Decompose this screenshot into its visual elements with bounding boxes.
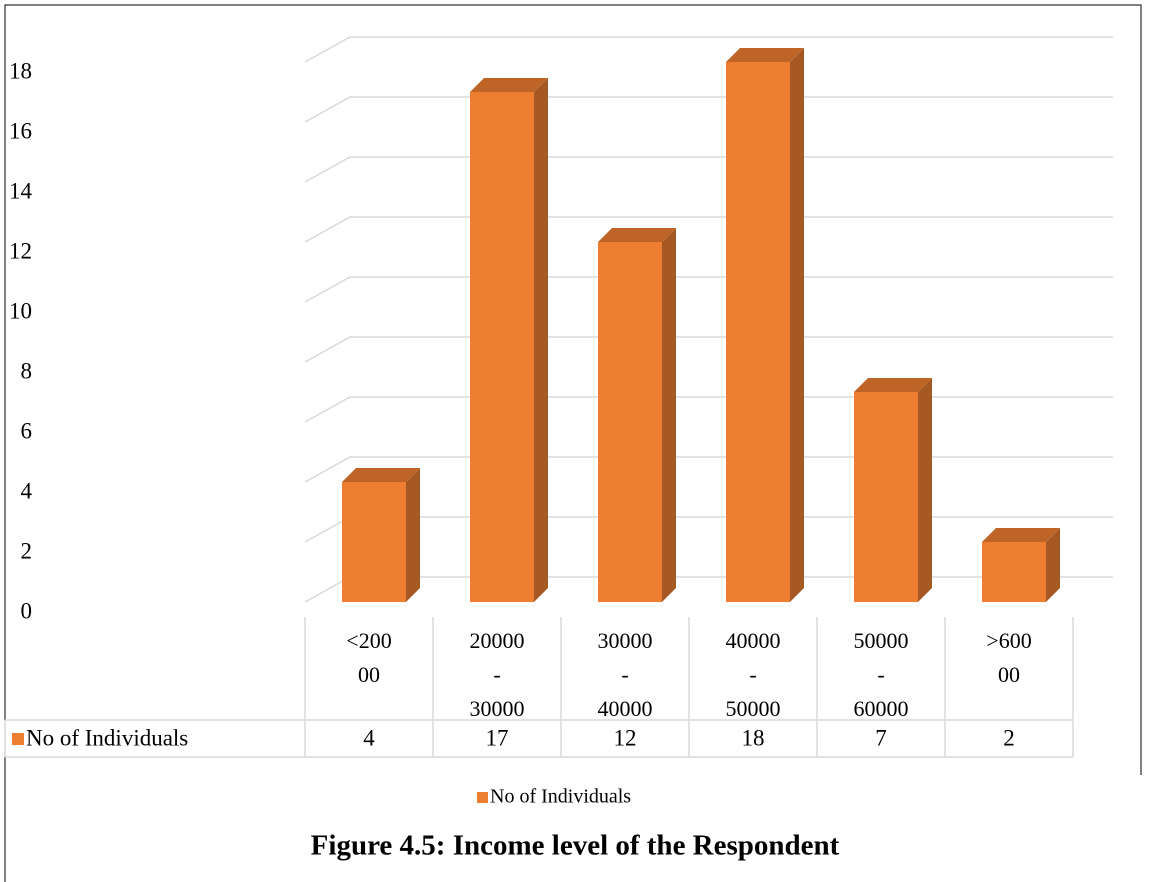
table-value: 7 [875,725,887,750]
y-tick-label: 10 [9,298,32,323]
bar-front [982,542,1046,602]
table-value: 2 [1003,725,1015,750]
y-tick-label: 6 [21,418,33,443]
x-tick-label: 20000 - 30000 [469,628,525,720]
bar-top [982,528,1060,542]
category-cell: 50000 - 60000 [853,628,909,720]
bar-front [342,482,406,602]
bar-front [726,62,790,602]
x-tick-label: <20000 [346,628,392,687]
bar-side [918,378,932,602]
y-tick-label: 8 [21,358,33,383]
bar-top [598,228,676,242]
bar-front [470,92,534,602]
y-tick-label: 4 [21,478,33,503]
frame [4,4,1142,882]
legend-swatch [12,733,24,745]
y-tick-label: 16 [9,118,32,143]
bar [342,468,420,602]
bar [726,48,804,602]
table-value: 4 [363,725,375,750]
bar [854,378,932,602]
category-cell: 30000 - 40000 [597,628,653,720]
bar-side [1046,528,1060,602]
bar-side [662,228,676,602]
grid-line [304,156,1113,183]
legend-label: No of Individuals [490,786,631,808]
bar [598,228,676,602]
table-row-label: No of Individuals [26,725,188,750]
grid-line [304,396,1113,423]
bar-top [726,48,804,62]
x-tick-label: 50000 - 60000 [853,628,909,720]
bar-top [470,78,548,92]
grid-line [304,36,1113,63]
category-cell: 20000 - 30000 [469,628,525,720]
y-tick-label: 0 [21,598,33,623]
bar-front [598,242,662,602]
grid-line [304,336,1113,363]
chart-title: Figure 4.5: Income level of the Responde… [311,830,840,862]
table-value: 17 [486,725,509,750]
bar-top [854,378,932,392]
x-tick-label: >60000 [986,628,1032,687]
grid-line [304,216,1113,243]
bar-top [342,468,420,482]
category-cell: <20000 [346,628,392,687]
bar-side [534,78,548,602]
grid-line [304,456,1113,483]
grid-line [304,96,1113,123]
y-tick-label: 18 [9,58,32,83]
x-tick-label: 30000 - 40000 [597,628,653,720]
y-tick-label: 2 [21,538,33,563]
bar-side [406,468,420,602]
y-tick-label: 14 [9,178,33,203]
bar-front [854,392,918,602]
bar-side [790,48,804,602]
category-cell: 40000 - 50000 [725,628,781,720]
y-tick-label: 12 [9,238,32,263]
bar [982,528,1060,602]
grid-line [304,276,1113,303]
legend-swatch [477,792,488,803]
category-cell: >60000 [986,628,1032,687]
x-tick-label: 40000 - 50000 [725,628,781,720]
table-value: 12 [614,725,637,750]
bar [470,78,548,602]
table-value: 18 [742,725,765,750]
